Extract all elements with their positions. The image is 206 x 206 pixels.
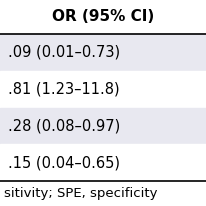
Bar [0, 0, 206, 34]
Text: OR (95% CI): OR (95% CI) [52, 9, 154, 25]
Text: .28 (0.08–0.97): .28 (0.08–0.97) [8, 118, 121, 133]
Text: .81 (1.23–11.8): .81 (1.23–11.8) [8, 82, 120, 97]
Text: sitivity; SPE, specificity: sitivity; SPE, specificity [4, 187, 158, 200]
Text: .15 (0.04–0.65): .15 (0.04–0.65) [8, 155, 120, 170]
Text: .09 (0.01–0.73): .09 (0.01–0.73) [8, 45, 120, 60]
Bar [0, 144, 206, 181]
Bar [0, 71, 206, 108]
Bar [0, 34, 206, 71]
Bar [0, 108, 206, 144]
